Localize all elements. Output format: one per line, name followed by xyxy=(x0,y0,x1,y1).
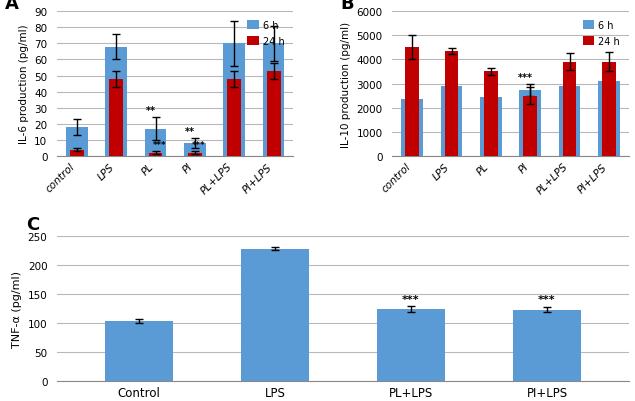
Text: **: ** xyxy=(146,106,156,116)
Bar xyxy=(145,130,166,157)
Y-axis label: IL-6 production (pg/ml): IL-6 production (pg/ml) xyxy=(19,25,29,144)
Bar xyxy=(66,128,88,157)
Legend: 6 h, 24 h: 6 h, 24 h xyxy=(243,17,288,51)
Bar xyxy=(227,79,241,157)
Bar xyxy=(401,100,423,157)
Text: C: C xyxy=(25,215,39,233)
Bar xyxy=(184,144,206,157)
Bar xyxy=(441,87,462,157)
Bar xyxy=(523,96,537,157)
Legend: 6 h, 24 h: 6 h, 24 h xyxy=(578,17,624,51)
Bar xyxy=(188,154,202,157)
Bar xyxy=(241,249,309,381)
Y-axis label: IL-10 production (pg/ml): IL-10 production (pg/ml) xyxy=(341,22,351,147)
Bar xyxy=(149,154,163,157)
Text: ***: *** xyxy=(518,73,533,83)
Bar xyxy=(405,48,419,157)
Bar xyxy=(109,79,123,157)
Bar xyxy=(563,63,577,157)
Y-axis label: TNF-α (pg/ml): TNF-α (pg/ml) xyxy=(12,270,22,347)
Bar xyxy=(480,97,502,157)
Bar xyxy=(105,47,127,157)
Bar xyxy=(519,90,541,157)
Bar xyxy=(70,150,84,157)
Text: B: B xyxy=(340,0,354,13)
Text: ***: *** xyxy=(192,140,206,150)
Bar xyxy=(602,63,616,157)
Bar xyxy=(484,72,498,157)
Bar xyxy=(598,82,620,157)
Bar xyxy=(377,309,445,381)
Bar xyxy=(559,87,580,157)
Text: **: ** xyxy=(185,127,195,137)
Text: ***: *** xyxy=(538,295,556,305)
Bar xyxy=(267,71,281,157)
Bar xyxy=(224,44,245,157)
Text: ***: *** xyxy=(402,294,420,304)
Bar xyxy=(513,310,581,381)
Bar xyxy=(444,52,458,157)
Text: A: A xyxy=(5,0,19,13)
Bar xyxy=(263,44,284,157)
Bar xyxy=(105,321,173,381)
Text: ***: *** xyxy=(153,140,166,150)
